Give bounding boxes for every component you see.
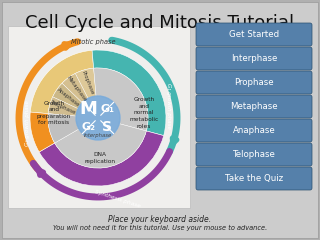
- Text: G₁ growth phase: G₁ growth phase: [166, 83, 172, 129]
- Text: Telophase: Telophase: [233, 150, 276, 159]
- Text: Interphase: Interphase: [84, 133, 112, 138]
- FancyBboxPatch shape: [196, 71, 312, 94]
- Wedge shape: [53, 83, 82, 109]
- Text: Anaphase: Anaphase: [233, 126, 276, 135]
- FancyBboxPatch shape: [2, 2, 318, 238]
- Text: G₁: G₁: [100, 104, 114, 114]
- Text: Growth
and
preparation
for mitosis: Growth and preparation for mitosis: [37, 101, 71, 125]
- Text: S: S: [102, 120, 112, 134]
- Wedge shape: [48, 97, 78, 116]
- Text: Get Started: Get Started: [229, 30, 279, 39]
- Text: Synthesis phase: Synthesis phase: [94, 189, 141, 209]
- FancyBboxPatch shape: [8, 26, 190, 208]
- Text: Anaphase: Anaphase: [56, 87, 80, 108]
- Text: Take the Quiz: Take the Quiz: [225, 174, 283, 183]
- FancyBboxPatch shape: [196, 167, 312, 190]
- Circle shape: [76, 96, 120, 140]
- Wedge shape: [48, 114, 79, 143]
- Text: G₂ growth phase: G₂ growth phase: [25, 100, 29, 146]
- Text: Cell Cycle and Mitosis Tutorial: Cell Cycle and Mitosis Tutorial: [25, 14, 295, 32]
- Text: Metaphase: Metaphase: [66, 75, 87, 102]
- Wedge shape: [62, 73, 88, 103]
- Wedge shape: [39, 131, 164, 186]
- Text: Growth
and
normal
metabolic
roles: Growth and normal metabolic roles: [129, 97, 159, 129]
- FancyBboxPatch shape: [196, 143, 312, 166]
- Wedge shape: [55, 124, 146, 168]
- Text: Metaphase: Metaphase: [230, 102, 278, 111]
- Wedge shape: [75, 68, 96, 98]
- FancyBboxPatch shape: [196, 47, 312, 70]
- Text: Prophase: Prophase: [234, 78, 274, 87]
- Text: Place your keyboard aside.: Place your keyboard aside.: [108, 216, 212, 224]
- Text: Mitotic phase: Mitotic phase: [71, 39, 115, 45]
- Wedge shape: [30, 50, 94, 114]
- Text: DNA
replication: DNA replication: [84, 152, 116, 164]
- Wedge shape: [94, 68, 148, 131]
- Wedge shape: [92, 50, 166, 136]
- Wedge shape: [30, 112, 55, 152]
- FancyBboxPatch shape: [196, 23, 312, 46]
- Text: Telophase: Telophase: [50, 99, 76, 115]
- Text: Prophase: Prophase: [81, 70, 95, 96]
- Text: You will not need it for this tutorial. Use your mouse to advance.: You will not need it for this tutorial. …: [53, 225, 267, 231]
- FancyBboxPatch shape: [196, 119, 312, 142]
- FancyBboxPatch shape: [196, 95, 312, 118]
- Text: Interphase: Interphase: [231, 54, 277, 63]
- Text: M: M: [80, 100, 98, 118]
- Text: G₂: G₂: [82, 122, 96, 132]
